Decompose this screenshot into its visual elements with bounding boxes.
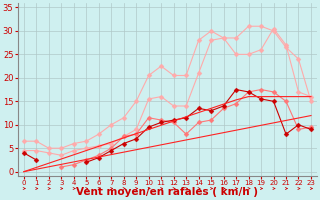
- X-axis label: Vent moyen/en rafales ( km/h ): Vent moyen/en rafales ( km/h ): [76, 187, 258, 197]
